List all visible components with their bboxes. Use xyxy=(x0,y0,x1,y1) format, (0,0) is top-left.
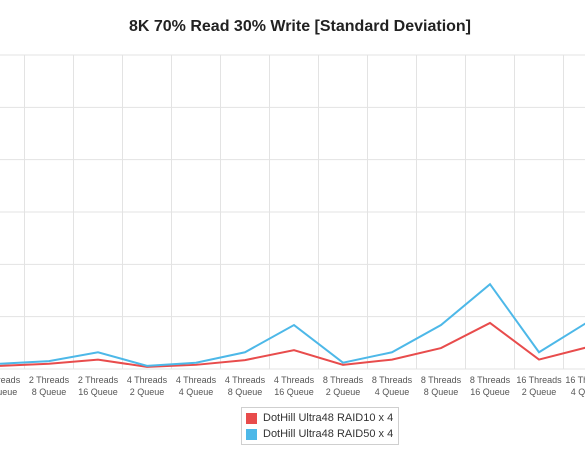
x-tick-label: 4 Queue xyxy=(571,387,585,397)
legend-swatch-raid10 xyxy=(246,412,257,424)
legend-item-raid10[interactable]: DotHill Ultra48 RAID10 x 4 xyxy=(246,410,394,426)
x-tick-label: 4 Threads xyxy=(127,375,168,385)
x-tick-label: 4 Threads xyxy=(225,375,266,385)
series-line-0 xyxy=(0,321,585,368)
grid xyxy=(0,54,585,370)
legend-item-raid50[interactable]: DotHill Ultra48 RAID50 x 4 xyxy=(246,426,394,442)
x-tick-label: 16 Threads xyxy=(565,375,585,385)
chart-title: 8K 70% Read 30% Write [Standard Deviatio… xyxy=(128,18,472,35)
x-tick-label: 4 Queue xyxy=(375,387,410,397)
x-tick-label: 8 Queue xyxy=(32,387,67,397)
x-tick-label: 8 Threads xyxy=(421,375,462,385)
x-tick-label: 4 Queue xyxy=(179,387,214,397)
x-tick-label: 2 Threads xyxy=(78,375,119,385)
series-line-1 xyxy=(0,282,585,367)
x-tick-label: 2 Queue xyxy=(522,387,557,397)
x-tick-label: 2 Queue xyxy=(326,387,361,397)
x-tick-label: 8 Queue xyxy=(228,387,263,397)
x-tick-labels: 1 Threads 1 Queue 2 Threads 8 Queue 2 Thread… xyxy=(0,375,585,397)
legend: DotHill Ultra48 RAID10 x 4 DotHill Ultra… xyxy=(241,407,399,445)
x-tick-label: 2 Threads xyxy=(29,375,70,385)
x-tick-label: 4 Threads xyxy=(274,375,315,385)
x-tick-label: 16 Queue xyxy=(78,387,118,397)
x-tick-label: 16 Threads xyxy=(516,375,562,385)
x-tick-label: 8 Queue xyxy=(424,387,459,397)
x-tick-label: 16 Queue xyxy=(274,387,314,397)
x-tick-label: 8 Threads xyxy=(470,375,511,385)
x-tick-label: 4 Threads xyxy=(176,375,217,385)
series-lines xyxy=(0,282,585,368)
legend-label-raid50: DotHill Ultra48 RAID50 x 4 xyxy=(263,428,394,440)
x-tick-label: 16 Queue xyxy=(470,387,510,397)
x-tick-label: 8 Threads xyxy=(372,375,413,385)
x-tick-label: 2 Queue xyxy=(130,387,165,397)
legend-label-raid10: DotHill Ultra48 RAID10 x 4 xyxy=(263,412,394,424)
legend-swatch-raid50 xyxy=(246,428,257,440)
x-tick-label: 1 Threads xyxy=(0,375,21,385)
x-tick-label: 8 Threads xyxy=(323,375,364,385)
x-tick-label: 1 Queue xyxy=(0,387,17,397)
